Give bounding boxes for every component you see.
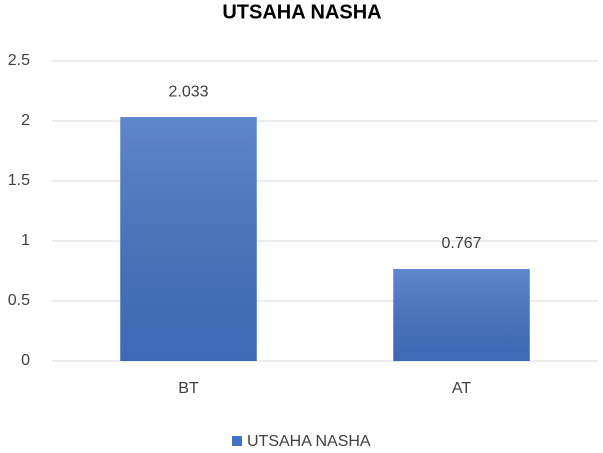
legend-label: UTSAHA NASHA — [247, 433, 371, 450]
y-tick-label: 2.5 — [8, 52, 30, 69]
y-tick-label: 1 — [21, 232, 30, 249]
x-tick-label: BT — [178, 380, 199, 397]
y-tick-label: 2 — [21, 112, 30, 129]
x-tick-label: AT — [452, 380, 471, 397]
bar-shade — [393, 268, 530, 361]
y-tick-label: 0.5 — [8, 292, 30, 309]
chart-title: UTSAHA NASHA — [222, 1, 381, 23]
legend-swatch — [232, 436, 242, 446]
data-label: 0.767 — [441, 235, 481, 252]
bar-shade — [120, 117, 257, 361]
y-tick-label: 1.5 — [8, 172, 30, 189]
data-label: 2.033 — [168, 83, 208, 100]
y-tick-label: 0 — [21, 352, 30, 369]
